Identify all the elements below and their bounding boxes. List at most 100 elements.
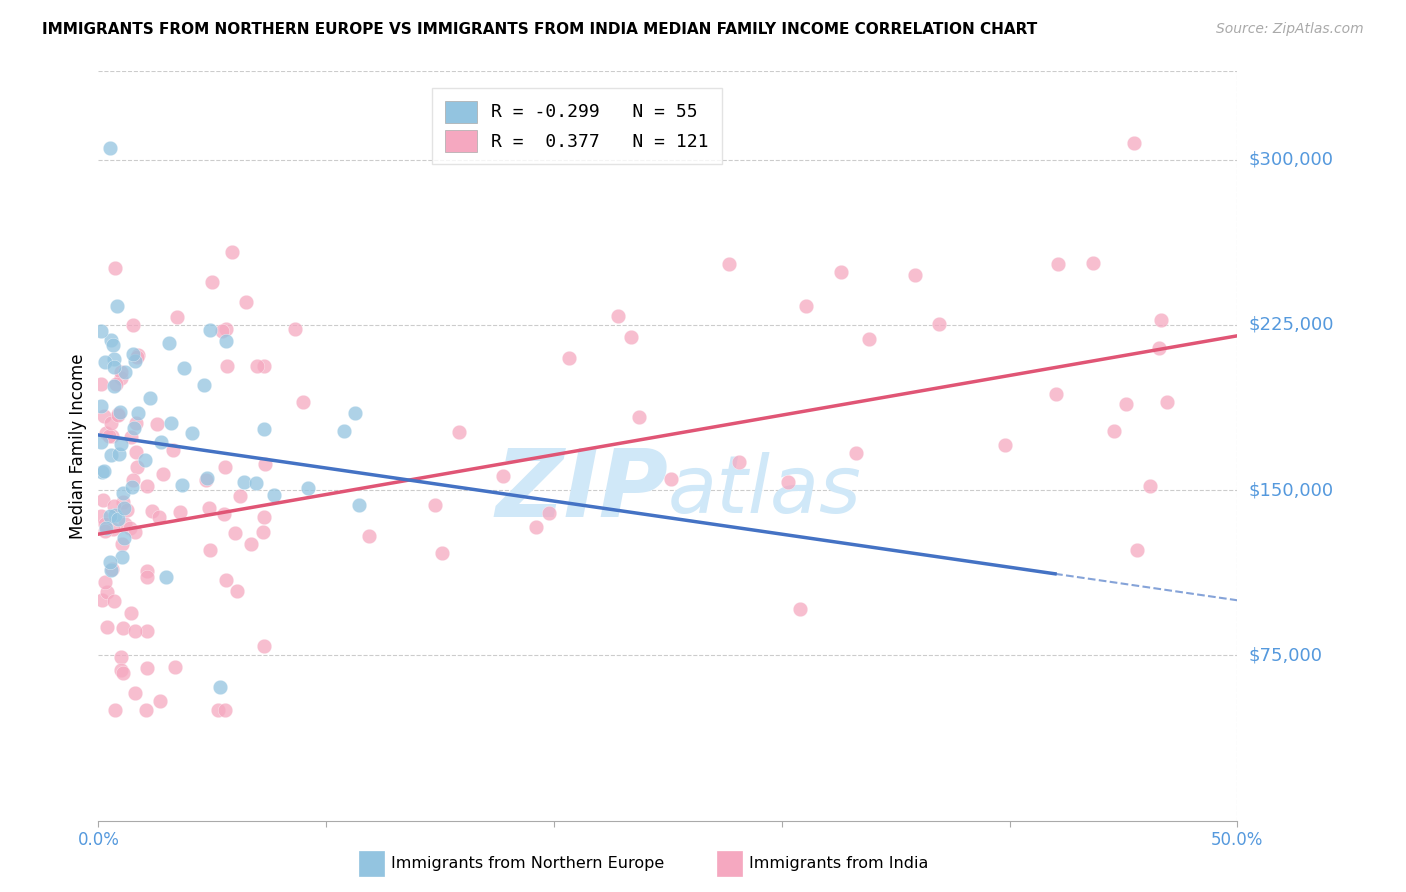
Point	[180, 425, 202, 440]
Point	[124, 354, 146, 368]
Text: $75,000: $75,000	[1249, 647, 1323, 665]
Point	[101, 561, 124, 575]
Point	[149, 694, 172, 708]
Point	[246, 359, 269, 373]
Point	[157, 336, 180, 351]
Point	[235, 295, 257, 310]
Point	[211, 324, 233, 338]
Point	[212, 508, 235, 522]
Point	[208, 680, 231, 694]
Point	[253, 640, 276, 654]
Text: IMMIGRANTS FROM NORTHERN EUROPE VS IMMIGRANTS FROM INDIA MEDIAN FAMILY INCOME CO: IMMIGRANTS FROM NORTHERN EUROPE VS IMMIG…	[42, 22, 1038, 37]
Point	[165, 660, 187, 674]
Point	[125, 417, 148, 431]
Point	[91, 465, 114, 479]
Point	[93, 409, 115, 423]
Point	[430, 545, 453, 559]
Point	[284, 322, 307, 336]
Point	[124, 525, 146, 540]
Point	[830, 265, 852, 279]
Point	[526, 520, 548, 534]
Point	[138, 391, 160, 405]
Point	[558, 351, 581, 365]
Point	[1046, 258, 1069, 272]
Point	[100, 416, 122, 430]
Point	[94, 517, 117, 532]
Point	[1126, 543, 1149, 558]
Point	[253, 359, 276, 373]
Point	[343, 406, 366, 420]
Point	[162, 442, 184, 457]
Point	[90, 324, 112, 338]
Point	[96, 584, 118, 599]
Point	[148, 509, 170, 524]
Point	[100, 563, 122, 577]
Point	[195, 471, 218, 485]
Text: $300,000: $300,000	[1249, 151, 1333, 169]
Point	[858, 332, 880, 346]
Point	[103, 360, 125, 375]
Point	[333, 424, 356, 438]
Point	[136, 661, 159, 675]
Point	[1139, 478, 1161, 492]
Point	[122, 347, 145, 361]
Point	[789, 602, 811, 616]
Point	[291, 395, 314, 409]
Point	[194, 474, 217, 488]
Point	[1102, 424, 1125, 438]
Point	[110, 436, 132, 450]
Point	[155, 569, 177, 583]
Point	[349, 498, 371, 512]
Point	[104, 508, 127, 522]
Point	[152, 467, 174, 482]
Point	[207, 703, 229, 717]
Point	[1115, 396, 1137, 410]
Bar	[717, 851, 742, 876]
Point	[103, 379, 125, 393]
Point	[101, 428, 124, 442]
Point	[141, 503, 163, 517]
Point	[214, 460, 236, 475]
Point	[169, 505, 191, 519]
Point	[120, 607, 142, 621]
Text: ZIP: ZIP	[495, 445, 668, 537]
Point	[94, 426, 117, 441]
Point	[215, 359, 238, 373]
Point	[107, 407, 129, 421]
Point	[224, 525, 246, 540]
Point	[90, 508, 112, 523]
Point	[252, 524, 274, 539]
Point	[114, 516, 136, 531]
Point	[111, 537, 134, 551]
Legend: R = -0.299   N = 55, R =  0.377   N = 121: R = -0.299 N = 55, R = 0.377 N = 121	[432, 88, 721, 164]
Point	[620, 329, 643, 343]
Point	[108, 447, 131, 461]
Point	[263, 488, 285, 502]
Point	[90, 593, 112, 607]
Point	[93, 524, 115, 539]
Y-axis label: Median Family Income: Median Family Income	[69, 353, 87, 539]
Point	[606, 309, 628, 323]
Point	[124, 686, 146, 700]
Point	[110, 365, 132, 379]
Point	[110, 650, 132, 665]
Point	[125, 445, 148, 459]
Point	[94, 355, 117, 369]
Point	[98, 508, 121, 523]
Point	[1083, 256, 1105, 270]
Point	[110, 405, 132, 419]
Point	[127, 351, 149, 365]
Point	[122, 421, 145, 435]
Point	[1147, 341, 1170, 355]
Point	[215, 322, 238, 336]
Point	[776, 475, 799, 489]
Point	[253, 509, 276, 524]
Point	[201, 275, 224, 289]
Text: $225,000: $225,000	[1249, 316, 1334, 334]
Point	[627, 410, 650, 425]
Bar	[359, 851, 384, 876]
Point	[103, 261, 125, 276]
Point	[215, 334, 238, 349]
Point	[100, 448, 122, 462]
Point	[423, 499, 446, 513]
